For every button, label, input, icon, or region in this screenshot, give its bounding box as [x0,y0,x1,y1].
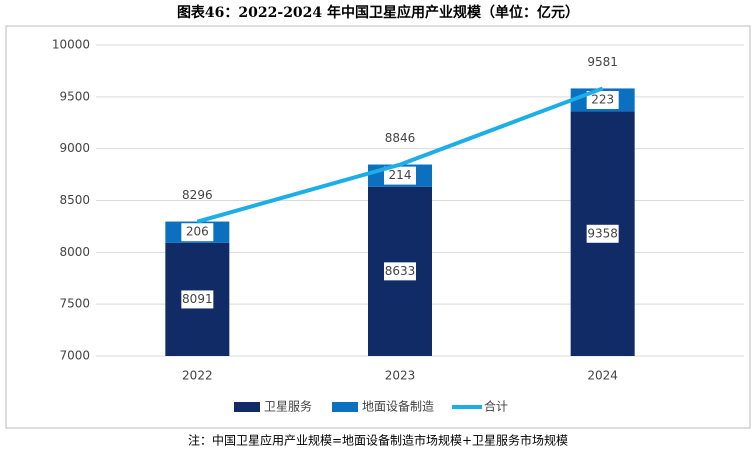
value-label: 8091 [182,292,213,306]
note: 注：中国卫星应用产业规模=地面设备制造市场规模+卫星服务市场规模 [188,433,568,448]
y-tick-label: 7500 [59,297,90,311]
y-tick-label: 8000 [59,245,90,259]
value-label: 223 [591,92,614,106]
legend-label: 合计 [484,399,508,414]
x-tick-label: 2023 [385,369,416,383]
line [196,86,604,224]
chart-title: 图表46：2022-2024 年中国卫星应用产业规模（单位：亿元） [177,4,579,21]
value-label-bg [586,90,619,109]
legend-label: 卫星服务 [264,399,312,414]
total-label: 8846 [385,131,416,145]
y-tick-label: 9000 [59,141,90,155]
y-tick-label: 8500 [59,193,90,207]
value-label: 9358 [587,226,618,240]
x-tick-label: 2024 [587,369,618,383]
value-label-bg [384,262,416,281]
value-label: 8633 [385,264,416,278]
value-label-bg [384,166,416,185]
value-label: 214 [389,168,412,182]
total-label: 9581 [587,55,618,69]
legend-swatch [234,402,260,412]
value-label-bg [586,224,619,243]
y-tick-label: 9500 [59,89,90,103]
total-label: 8296 [182,188,213,202]
value-label: 206 [186,225,209,239]
y-tick-label: 10000 [52,38,90,52]
legend-swatch [332,402,359,412]
x-tick-label: 2022 [182,369,213,383]
chart-frame [5,25,751,429]
value-label-bg [181,223,214,242]
legend-label: 地面设备制造 [362,400,434,414]
value-label-bg [181,290,214,309]
y-tick-label: 7000 [59,349,90,363]
